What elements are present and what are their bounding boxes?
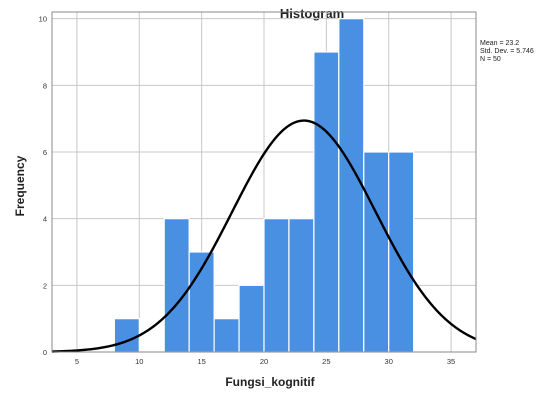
x-tick-label: 5	[75, 357, 79, 366]
y-axis-label: Frequency	[13, 155, 27, 216]
histogram-bar-0	[113, 318, 140, 353]
histogram-bar-4	[238, 284, 265, 353]
x-axis-label: Fungsi_kognitif	[225, 375, 315, 389]
y-tick-label: 2	[43, 281, 47, 290]
histogram-bar-8	[338, 18, 365, 353]
x-tick-label: 30	[385, 357, 393, 366]
histogram-bar-1	[163, 218, 190, 353]
y-tick-label: 4	[43, 215, 47, 224]
x-tick-label: 15	[197, 357, 205, 366]
x-tick-label: 35	[447, 357, 455, 366]
histogram-bar-9	[363, 151, 390, 353]
histogram-bar-3	[213, 318, 240, 353]
x-tick-label: 25	[322, 357, 330, 366]
histogram-bar-7	[313, 51, 340, 353]
y-tick-label: 10	[39, 15, 47, 24]
plot-frame	[51, 11, 477, 353]
y-tick-label: 0	[43, 348, 47, 357]
x-tick-labels: 5 10 15 20 25 30 35	[75, 357, 455, 366]
y-tick-label: 8	[43, 81, 47, 90]
chart-title: Histogram	[280, 6, 344, 21]
histogram-bar-6	[288, 218, 315, 353]
stat-n: N = 50	[480, 56, 501, 63]
x-tick-label: 20	[260, 357, 268, 366]
y-tick-labels: 0 2 4 6 8 10	[39, 15, 47, 357]
x-tick-label: 10	[135, 357, 143, 366]
stat-std-dev: Std. Dev. = 5.746	[480, 48, 534, 55]
histogram-bar-10	[388, 151, 415, 353]
stat-mean: Mean = 23.2	[480, 40, 519, 47]
histogram-bar-5	[263, 218, 290, 353]
normal-curve	[51, 119, 477, 353]
y-tick-label: 6	[43, 148, 47, 157]
